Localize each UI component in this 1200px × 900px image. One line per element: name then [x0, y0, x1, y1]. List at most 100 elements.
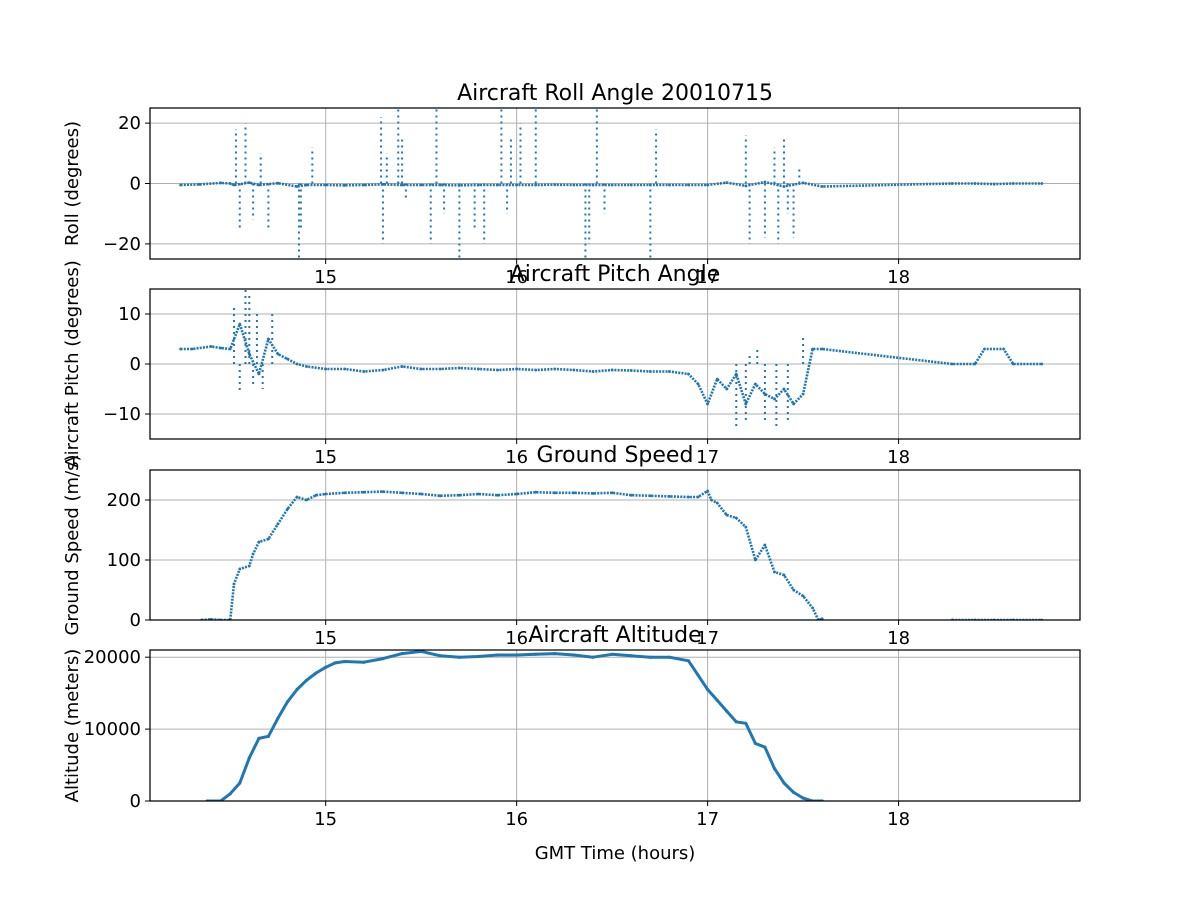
roll-data-point	[782, 185, 786, 188]
speed-xtick-label: 16	[505, 628, 528, 649]
roll-data-point	[496, 183, 499, 187]
pitch-data-point	[706, 402, 709, 406]
roll-data-point	[343, 183, 347, 187]
speed-ytick-label: 200	[107, 490, 141, 511]
speed-data-point	[715, 501, 719, 505]
altitude-data-point	[763, 745, 767, 749]
altitude-data-point	[801, 796, 805, 800]
roll-data-point	[198, 183, 202, 186]
speed-data-point	[629, 493, 633, 497]
speed-data-point	[257, 540, 261, 544]
speed-data-point	[648, 494, 652, 498]
pitch-data-point	[438, 367, 442, 371]
altitude-ytick-label: 0	[130, 791, 141, 812]
roll-series-line	[180, 180, 1042, 188]
roll-grid	[150, 108, 1080, 259]
roll-data-point	[629, 183, 633, 187]
speed-data-point	[782, 573, 786, 577]
pitch-data-point	[811, 347, 814, 351]
speed-data-point	[820, 617, 824, 620]
pitch-data-point	[515, 367, 519, 371]
roll-data-point	[515, 183, 519, 187]
altitude-data-point	[228, 792, 232, 796]
roll-data-point	[610, 183, 614, 187]
altitude-xtick-label: 18	[887, 809, 910, 830]
roll-data-point	[400, 183, 404, 187]
altitude-xtick-label: 16	[505, 809, 528, 830]
speed-data-point	[251, 552, 255, 556]
speed-data-point	[754, 558, 757, 562]
altitude-data-point	[591, 655, 595, 659]
altitude-data-point	[706, 687, 710, 692]
pitch-data-point	[247, 352, 251, 356]
pitch-data-point	[295, 362, 299, 366]
pitch-y-ticks: −10 0 10	[103, 304, 150, 425]
pitch-data-point	[381, 368, 385, 372]
pitch-data-point	[687, 372, 690, 376]
speed-data-point	[710, 498, 713, 502]
pitch-data-point	[734, 372, 738, 376]
altitude-xtick-label: 15	[314, 809, 337, 830]
altitude-data-point	[305, 678, 309, 682]
roll-data-point	[973, 182, 977, 185]
altitude-data-point	[792, 790, 796, 795]
pitch-ytick-label: 0	[130, 354, 141, 375]
pitch-data-point	[276, 352, 280, 356]
pitch-data-point	[668, 370, 671, 373]
altitude-data-point	[266, 734, 270, 738]
pitch-data-point	[696, 382, 700, 386]
altitude-data-point	[314, 671, 318, 675]
speed-subplot: 15 16 17 18 0 100 200 Ground Speed Ground Spe…	[62, 443, 1081, 649]
roll-data-point	[419, 183, 423, 187]
altitude-data-point	[324, 665, 328, 669]
speed-data-point	[668, 495, 671, 498]
altitude-data-point	[610, 652, 614, 656]
speed-data-point	[610, 491, 614, 495]
speed-data-point	[267, 537, 270, 541]
altitude-data-point	[629, 654, 633, 658]
altitude-data-point	[534, 652, 538, 656]
pitch-data-point	[190, 347, 194, 351]
roll-data-point	[687, 183, 690, 187]
pitch-data-point	[209, 345, 213, 348]
pitch-data-point	[324, 367, 328, 371]
pitch-data-point	[496, 368, 499, 372]
altitude-y-ticks: 0 10000 20000	[84, 647, 150, 812]
pitch-xtick-label: 18	[887, 447, 910, 468]
roll-data-point	[744, 184, 748, 188]
roll-data-point	[257, 183, 261, 187]
roll-data-point	[247, 181, 251, 185]
altitude-data-point	[257, 736, 261, 741]
pitch-data-point	[179, 347, 183, 351]
roll-xtick-label: 16	[505, 267, 528, 288]
roll-ylabel: Roll (degrees)	[62, 121, 83, 246]
altitude-data-point	[381, 657, 385, 661]
speed-data-point	[696, 495, 700, 499]
pitch-data-point	[419, 367, 423, 371]
pitch-marks	[179, 289, 1044, 429]
roll-data-point	[228, 182, 232, 185]
pitch-data-point	[648, 370, 652, 373]
pitch-data-point	[782, 387, 786, 391]
altitude-data-point	[276, 716, 280, 720]
roll-ytick-label: 20	[118, 113, 141, 134]
pitch-data-point	[238, 322, 242, 326]
altitude-data-point	[572, 653, 576, 657]
speed-data-point	[419, 492, 423, 496]
pitch-grid	[150, 289, 1080, 439]
altitude-data-point	[295, 687, 299, 692]
speed-title: Ground Speed	[537, 443, 694, 468]
roll-data-point	[992, 182, 996, 186]
pitch-data-point	[534, 368, 538, 372]
roll-title: Aircraft Roll Angle 20010715	[457, 81, 773, 106]
roll-data-point	[305, 183, 308, 187]
pitch-data-point	[305, 365, 308, 368]
pitch-data-point	[343, 367, 347, 371]
altitude-ylabel: Altitude (meters)	[62, 649, 83, 803]
roll-ytick-label: 0	[130, 174, 141, 195]
speed-data-point	[553, 491, 557, 495]
speed-data-point	[381, 490, 385, 493]
pitch-ylabel: Aircraft Pitch (degrees)	[62, 260, 83, 468]
speed-x-ticks: 15 16 17 18	[314, 620, 910, 649]
